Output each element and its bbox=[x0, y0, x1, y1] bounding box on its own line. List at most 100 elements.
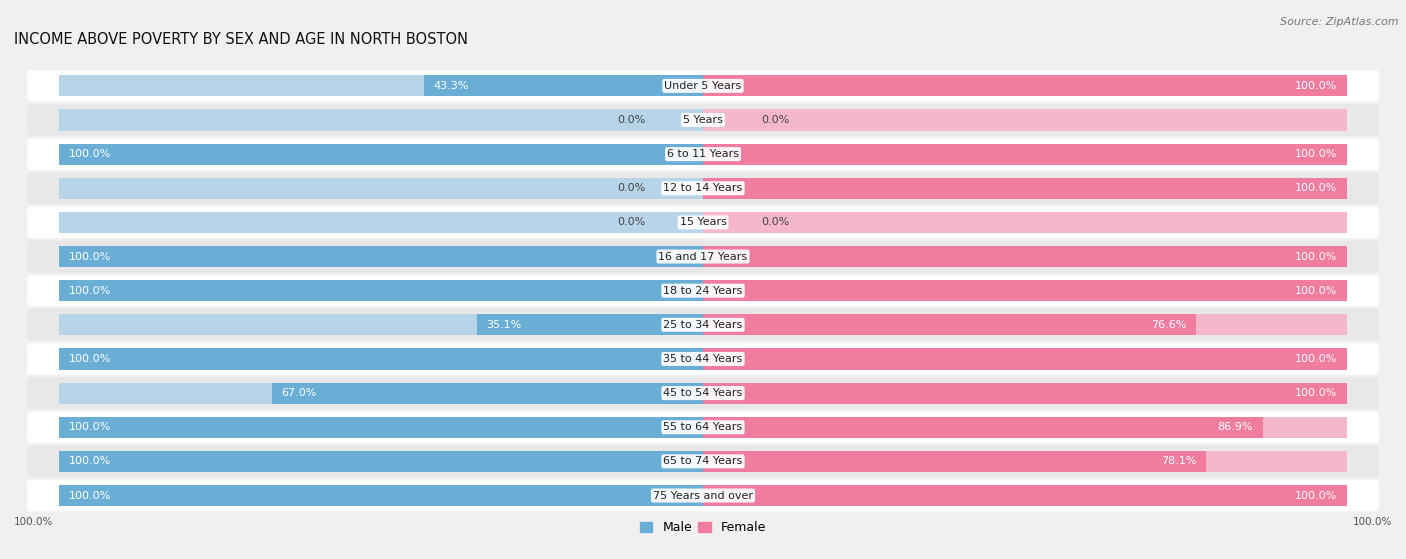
FancyBboxPatch shape bbox=[27, 207, 1379, 238]
Bar bbox=[59, 144, 703, 165]
Text: 12 to 14 Years: 12 to 14 Years bbox=[664, 183, 742, 193]
FancyBboxPatch shape bbox=[27, 105, 1379, 136]
Bar bbox=[703, 75, 1347, 97]
FancyBboxPatch shape bbox=[27, 446, 1379, 477]
Text: 100.0%: 100.0% bbox=[1295, 354, 1337, 364]
Bar bbox=[703, 314, 1347, 335]
Bar bbox=[59, 212, 703, 233]
Bar bbox=[59, 280, 703, 301]
Bar bbox=[59, 178, 703, 199]
Text: 100.0%: 100.0% bbox=[69, 456, 111, 466]
FancyBboxPatch shape bbox=[27, 480, 1379, 511]
Bar bbox=[59, 416, 703, 438]
Text: 0.0%: 0.0% bbox=[617, 217, 645, 228]
Bar bbox=[59, 485, 703, 506]
Text: 55 to 64 Years: 55 to 64 Years bbox=[664, 422, 742, 432]
Bar bbox=[59, 348, 703, 369]
Bar bbox=[703, 246, 1347, 267]
Bar bbox=[59, 416, 703, 438]
Bar bbox=[703, 348, 1347, 369]
Text: 100.0%: 100.0% bbox=[1295, 149, 1337, 159]
Text: 100.0%: 100.0% bbox=[14, 517, 53, 527]
Text: 16 and 17 Years: 16 and 17 Years bbox=[658, 252, 748, 262]
Bar bbox=[703, 246, 1347, 267]
Bar bbox=[477, 314, 703, 335]
Text: 100.0%: 100.0% bbox=[69, 354, 111, 364]
Text: 100.0%: 100.0% bbox=[69, 149, 111, 159]
Text: 5 Years: 5 Years bbox=[683, 115, 723, 125]
Bar bbox=[703, 451, 1347, 472]
Bar bbox=[703, 348, 1347, 369]
Bar bbox=[59, 451, 703, 472]
Text: 0.0%: 0.0% bbox=[761, 115, 789, 125]
Bar bbox=[59, 110, 703, 131]
Text: 45 to 54 Years: 45 to 54 Years bbox=[664, 388, 742, 398]
Bar bbox=[703, 451, 1206, 472]
Text: 76.6%: 76.6% bbox=[1152, 320, 1187, 330]
Bar bbox=[271, 382, 703, 404]
Bar bbox=[703, 280, 1347, 301]
Text: 100.0%: 100.0% bbox=[69, 422, 111, 432]
Text: 15 Years: 15 Years bbox=[679, 217, 727, 228]
Bar bbox=[59, 348, 703, 369]
Bar bbox=[703, 178, 1347, 199]
Text: 100.0%: 100.0% bbox=[69, 490, 111, 500]
Text: 67.0%: 67.0% bbox=[281, 388, 316, 398]
FancyBboxPatch shape bbox=[27, 411, 1379, 443]
Text: 100.0%: 100.0% bbox=[1295, 183, 1337, 193]
Text: 65 to 74 Years: 65 to 74 Years bbox=[664, 456, 742, 466]
Text: 25 to 34 Years: 25 to 34 Years bbox=[664, 320, 742, 330]
Bar bbox=[703, 485, 1347, 506]
Text: 86.9%: 86.9% bbox=[1218, 422, 1253, 432]
Bar bbox=[59, 144, 703, 165]
Text: INCOME ABOVE POVERTY BY SEX AND AGE IN NORTH BOSTON: INCOME ABOVE POVERTY BY SEX AND AGE IN N… bbox=[14, 32, 468, 46]
Bar bbox=[703, 144, 1347, 165]
Bar bbox=[425, 75, 703, 97]
Bar bbox=[703, 416, 1263, 438]
Text: 100.0%: 100.0% bbox=[69, 286, 111, 296]
Text: 100.0%: 100.0% bbox=[1295, 490, 1337, 500]
Text: Source: ZipAtlas.com: Source: ZipAtlas.com bbox=[1281, 17, 1399, 27]
Text: 100.0%: 100.0% bbox=[1353, 517, 1392, 527]
Bar bbox=[703, 485, 1347, 506]
Bar bbox=[703, 75, 1347, 97]
Bar bbox=[703, 314, 1197, 335]
Text: 100.0%: 100.0% bbox=[1295, 252, 1337, 262]
FancyBboxPatch shape bbox=[27, 309, 1379, 340]
Text: Under 5 Years: Under 5 Years bbox=[665, 81, 741, 91]
FancyBboxPatch shape bbox=[27, 343, 1379, 375]
Bar bbox=[59, 382, 703, 404]
Bar bbox=[703, 144, 1347, 165]
Text: 100.0%: 100.0% bbox=[1295, 81, 1337, 91]
Text: 18 to 24 Years: 18 to 24 Years bbox=[664, 286, 742, 296]
Text: 35.1%: 35.1% bbox=[486, 320, 522, 330]
FancyBboxPatch shape bbox=[27, 139, 1379, 170]
Bar bbox=[703, 382, 1347, 404]
Text: 78.1%: 78.1% bbox=[1161, 456, 1197, 466]
Bar bbox=[59, 451, 703, 472]
Bar bbox=[703, 416, 1347, 438]
Text: 100.0%: 100.0% bbox=[69, 252, 111, 262]
Bar bbox=[59, 280, 703, 301]
Bar bbox=[59, 75, 703, 97]
Text: 100.0%: 100.0% bbox=[1295, 286, 1337, 296]
FancyBboxPatch shape bbox=[27, 70, 1379, 102]
FancyBboxPatch shape bbox=[27, 377, 1379, 409]
Bar bbox=[59, 314, 703, 335]
Text: 6 to 11 Years: 6 to 11 Years bbox=[666, 149, 740, 159]
Text: 100.0%: 100.0% bbox=[1295, 388, 1337, 398]
Text: 0.0%: 0.0% bbox=[617, 115, 645, 125]
Text: 35 to 44 Years: 35 to 44 Years bbox=[664, 354, 742, 364]
Legend: Male, Female: Male, Female bbox=[636, 517, 770, 539]
FancyBboxPatch shape bbox=[27, 275, 1379, 306]
Bar bbox=[703, 280, 1347, 301]
Bar bbox=[703, 178, 1347, 199]
Bar bbox=[59, 246, 703, 267]
Bar bbox=[703, 382, 1347, 404]
FancyBboxPatch shape bbox=[27, 241, 1379, 272]
Bar bbox=[703, 212, 1347, 233]
Text: 43.3%: 43.3% bbox=[434, 81, 470, 91]
Bar bbox=[59, 485, 703, 506]
FancyBboxPatch shape bbox=[27, 173, 1379, 204]
Text: 75 Years and over: 75 Years and over bbox=[652, 490, 754, 500]
